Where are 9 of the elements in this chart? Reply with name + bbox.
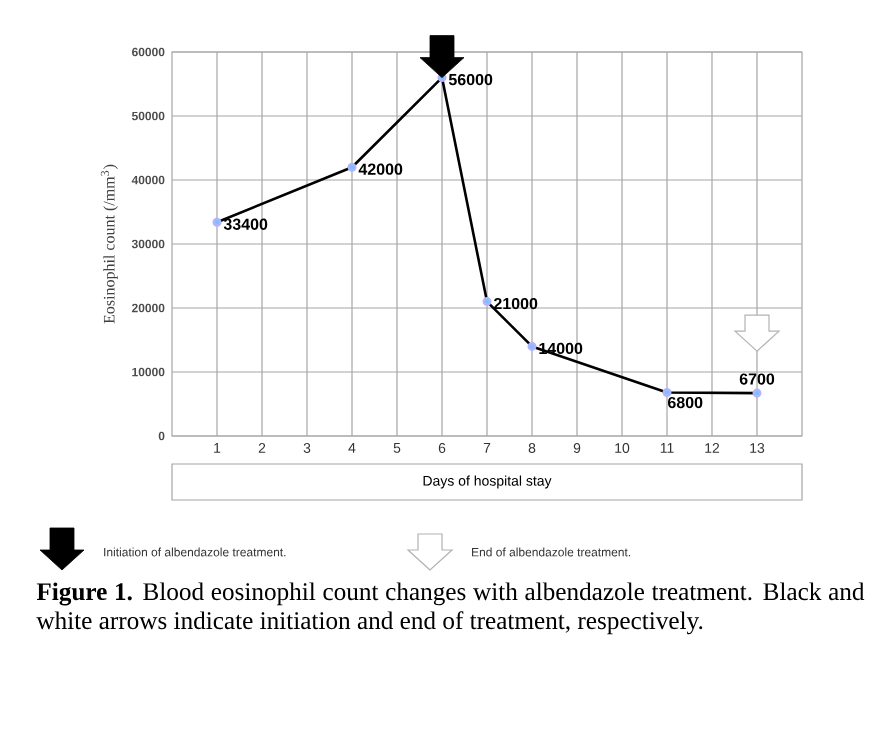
text: Figure 1. Blood eosinophil count changes with albendazole treatment. Black and white arrows indicate initiation and end of treatment, respectively.	[36, 582, 865, 635]
data-label: 14000	[539, 342, 583, 355]
data-label: 21000	[493, 297, 538, 310]
y-axis-title: Eosinophil count (/mm$^{3}$)	[100, 164, 118, 324]
data-label: 56000	[448, 73, 493, 86]
data-label: 6800	[668, 396, 703, 409]
data-label: 42000	[358, 163, 403, 175]
data-label: 33400	[223, 218, 268, 230]
data-label: 6700	[739, 373, 775, 385]
